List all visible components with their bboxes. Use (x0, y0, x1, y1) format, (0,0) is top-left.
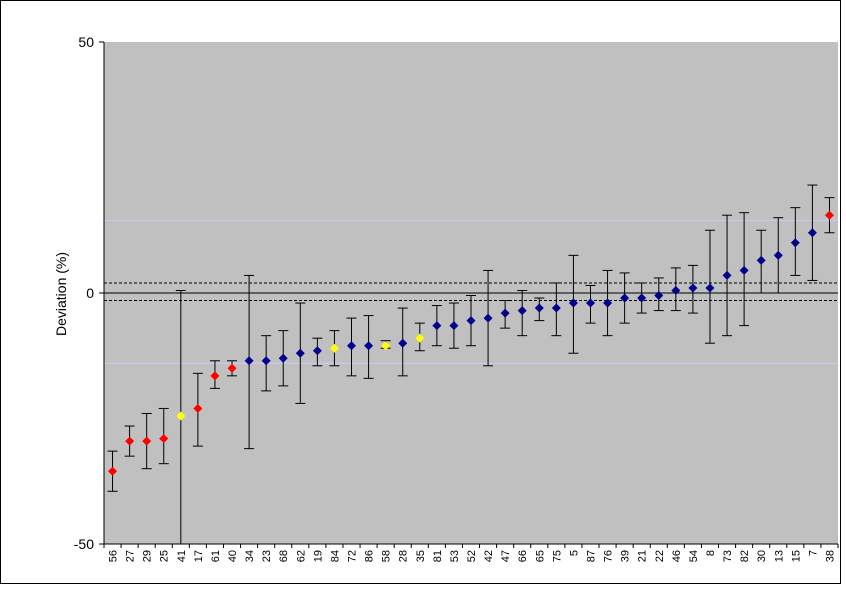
x-axis: 56 27 29 25 41 17 61 40 34 23 68 62 19 84 72 86 58 28 35 81… (103, 543, 839, 562)
data-point (773, 250, 783, 260)
x-tick-label: 5 (568, 550, 580, 556)
data-point (364, 341, 374, 351)
data-point (483, 313, 493, 323)
data-point (108, 466, 118, 476)
data-point (466, 316, 476, 326)
data-point (500, 308, 510, 318)
x-tick-label: 41 (176, 550, 188, 562)
x-tick-label: 40 (227, 550, 239, 562)
x-tick-label: 13 (773, 550, 785, 562)
data-point (125, 436, 135, 446)
data-point (568, 298, 578, 308)
x-tick-label: 46 (671, 550, 683, 562)
data-point (824, 210, 834, 220)
data-point (329, 343, 339, 353)
y-tick-label: 50 (78, 34, 94, 50)
data-point (739, 265, 749, 275)
x-tick-label: 81 (432, 550, 444, 562)
data-point (671, 285, 681, 295)
x-tick-label: 28 (398, 550, 410, 562)
data-point (415, 333, 425, 343)
x-tick-label: 52 (466, 550, 478, 562)
data-point (432, 321, 442, 331)
data-point (176, 411, 186, 421)
data-point (654, 291, 664, 301)
data-point (585, 298, 595, 308)
y-tick-label: -50 (74, 536, 94, 552)
data-point (347, 341, 357, 351)
x-tick-label: 38 (824, 550, 836, 562)
data-point (312, 346, 322, 356)
x-tick-label: 61 (210, 550, 222, 562)
data-point (603, 298, 613, 308)
x-tick-label: 54 (688, 550, 700, 562)
x-tick-label: 76 (603, 550, 615, 562)
x-tick-label: 21 (637, 550, 649, 562)
y-axis-title: Deviation (%) (53, 252, 69, 336)
y-axis: -50 0 50 (74, 34, 105, 552)
data-point (244, 356, 254, 366)
data-point (551, 303, 561, 313)
data-point (722, 270, 732, 280)
data-point (449, 321, 459, 331)
x-tick-label: 86 (364, 550, 376, 562)
x-tick-label: 56 (108, 550, 120, 562)
data-point (534, 303, 544, 313)
data-point (790, 238, 800, 248)
data-point (637, 293, 647, 303)
x-tick-label: 35 (415, 550, 427, 562)
x-tick-label: 82 (739, 550, 751, 562)
x-tick-label: 68 (278, 550, 290, 562)
data-point (807, 228, 817, 238)
data-point (688, 283, 698, 293)
data-point (398, 338, 408, 348)
x-tick-label: 27 (125, 550, 137, 562)
x-tick-label: 19 (312, 550, 324, 562)
data-point (620, 293, 630, 303)
data-markers (108, 210, 834, 476)
x-tick-label: 53 (449, 550, 461, 562)
x-tick-label: 29 (142, 550, 154, 562)
data-point (142, 436, 152, 446)
x-tick-label: 72 (347, 550, 359, 562)
x-tick-label: 17 (193, 550, 205, 562)
data-point (261, 356, 271, 366)
x-tick-label: 39 (620, 550, 632, 562)
data-point (210, 371, 220, 381)
data-point (159, 434, 169, 444)
x-tick-label: 30 (756, 550, 768, 562)
data-point (517, 306, 527, 316)
data-point (278, 353, 288, 363)
x-tick-label: 87 (585, 550, 597, 562)
x-tick-label: 58 (381, 550, 393, 562)
data-point (756, 255, 766, 265)
x-tick-label: 42 (483, 550, 495, 562)
x-tick-label: 34 (244, 550, 256, 562)
x-tick-label: 15 (790, 550, 802, 562)
y-tick-label: 0 (86, 285, 94, 301)
data-point (193, 403, 203, 413)
reference-lines (104, 219, 838, 364)
x-tick-label: 75 (551, 550, 563, 562)
data-point (381, 341, 391, 351)
x-tick-label: 23 (261, 550, 273, 562)
x-tick-label: 66 (517, 550, 529, 562)
x-tick-label: 62 (295, 550, 307, 562)
x-tick-label: 25 (159, 550, 171, 562)
x-tick-label: 22 (654, 550, 666, 562)
data-point (295, 348, 305, 358)
x-tick-label: 84 (329, 550, 341, 562)
x-tick-label: 65 (534, 550, 546, 562)
data-point (705, 283, 715, 293)
x-tick-label: 7 (807, 550, 819, 556)
x-tick-label: 73 (722, 550, 734, 562)
x-tick-label: 8 (705, 550, 717, 556)
x-tick-label: 47 (500, 550, 512, 562)
data-point (227, 363, 237, 373)
